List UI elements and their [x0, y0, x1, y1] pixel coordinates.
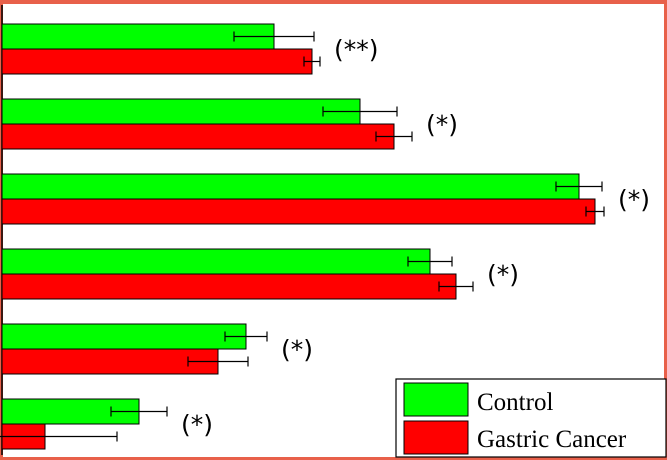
legend: Control Gastric Cancer [395, 378, 667, 458]
bar-control [1, 98, 361, 125]
significance-label: (*) [487, 260, 519, 289]
bar-gastric-cancer [1, 273, 457, 300]
legend-label-control: Control [477, 389, 553, 416]
significance-label: (*) [618, 185, 650, 214]
significance-label: (*) [181, 410, 213, 439]
legend-swatch-gastric-cancer [403, 420, 469, 455]
bar-control [1, 23, 275, 50]
bar-gastric-cancer [1, 348, 219, 375]
legend-swatch-control [403, 382, 469, 417]
bar-gastric-cancer [1, 123, 395, 150]
bar-control [1, 173, 580, 200]
significance-layer: (**) (*) (*) (*) (*) (*) [181, 35, 650, 439]
error-bars-layer [0, 31, 605, 442]
significance-label: (*) [426, 110, 458, 139]
bars-layer [1, 23, 596, 450]
legend-label-gastric-cancer: Gastric Cancer [477, 426, 627, 453]
bar-gastric-cancer [1, 48, 313, 75]
bar-control [1, 248, 431, 275]
bar-control [1, 323, 247, 350]
significance-label: (*) [281, 335, 313, 364]
significance-label: (**) [334, 35, 379, 64]
bar-gastric-cancer [1, 198, 596, 225]
